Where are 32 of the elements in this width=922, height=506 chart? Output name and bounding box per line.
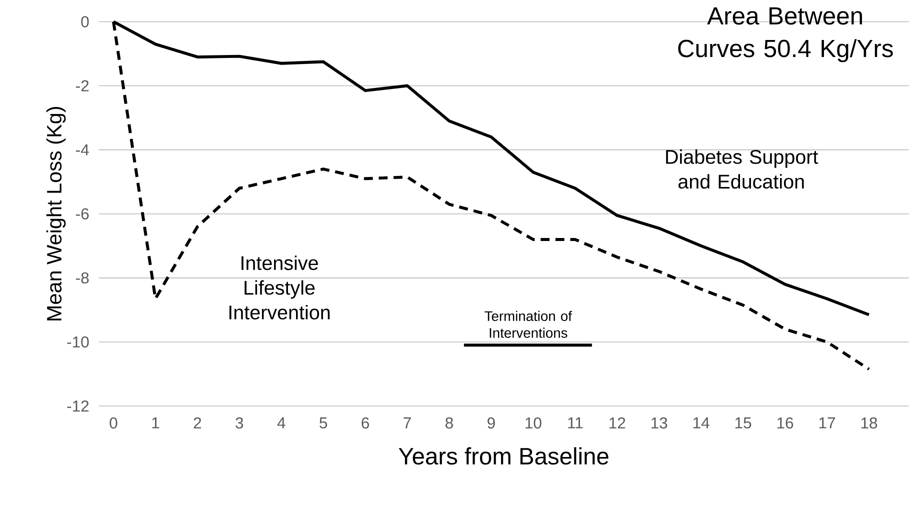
x-tick-label: 13 xyxy=(652,418,668,429)
x-tick-label: 5 xyxy=(320,418,328,429)
text: Diabetes Support and Education xyxy=(666,150,818,189)
x-tick-label: 17 xyxy=(819,418,835,428)
x-tick-label: 12 xyxy=(610,418,626,429)
y-tick-label: -8 xyxy=(76,272,89,284)
x-tick-label: 9 xyxy=(488,418,495,429)
x-tick-label: 11 xyxy=(568,418,583,428)
y-tick-label: -10 xyxy=(67,336,89,348)
y-axis-title: Mean Weight Loss (Kg) xyxy=(46,107,66,320)
y-tick-label: -4 xyxy=(76,144,89,156)
x-tick-label: 15 xyxy=(735,418,752,429)
x-tick-label: 2 xyxy=(194,418,202,429)
x-tick-label: 0 xyxy=(110,418,118,429)
x-tick-label: 18 xyxy=(861,418,878,429)
y-tick-label: -6 xyxy=(76,208,89,220)
x-tick-label: 6 xyxy=(362,418,369,429)
annotation: Area Between Curves 50.4 Kg/Yrs xyxy=(678,8,893,62)
y-tick-label: -2 xyxy=(76,80,89,92)
text: Intensive Lifestyle Intervention xyxy=(229,256,330,320)
x-tick-label: 8 xyxy=(446,418,453,429)
x-tick-label: 3 xyxy=(236,418,244,429)
x-axis-title: Years from Baseline xyxy=(398,447,608,465)
series-label: Termination of Interventions xyxy=(484,310,572,338)
x-tick-label: 1 xyxy=(152,418,160,428)
x-tick-label: 4 xyxy=(277,418,286,428)
x-tick-label: 7 xyxy=(404,418,411,428)
y-tick-label: -12 xyxy=(67,400,89,412)
x-tick-label: 10 xyxy=(526,418,542,429)
y-tick-label: 0 xyxy=(81,16,89,28)
x-tick-label: 16 xyxy=(777,418,794,429)
x-tick-label: 14 xyxy=(693,418,710,428)
